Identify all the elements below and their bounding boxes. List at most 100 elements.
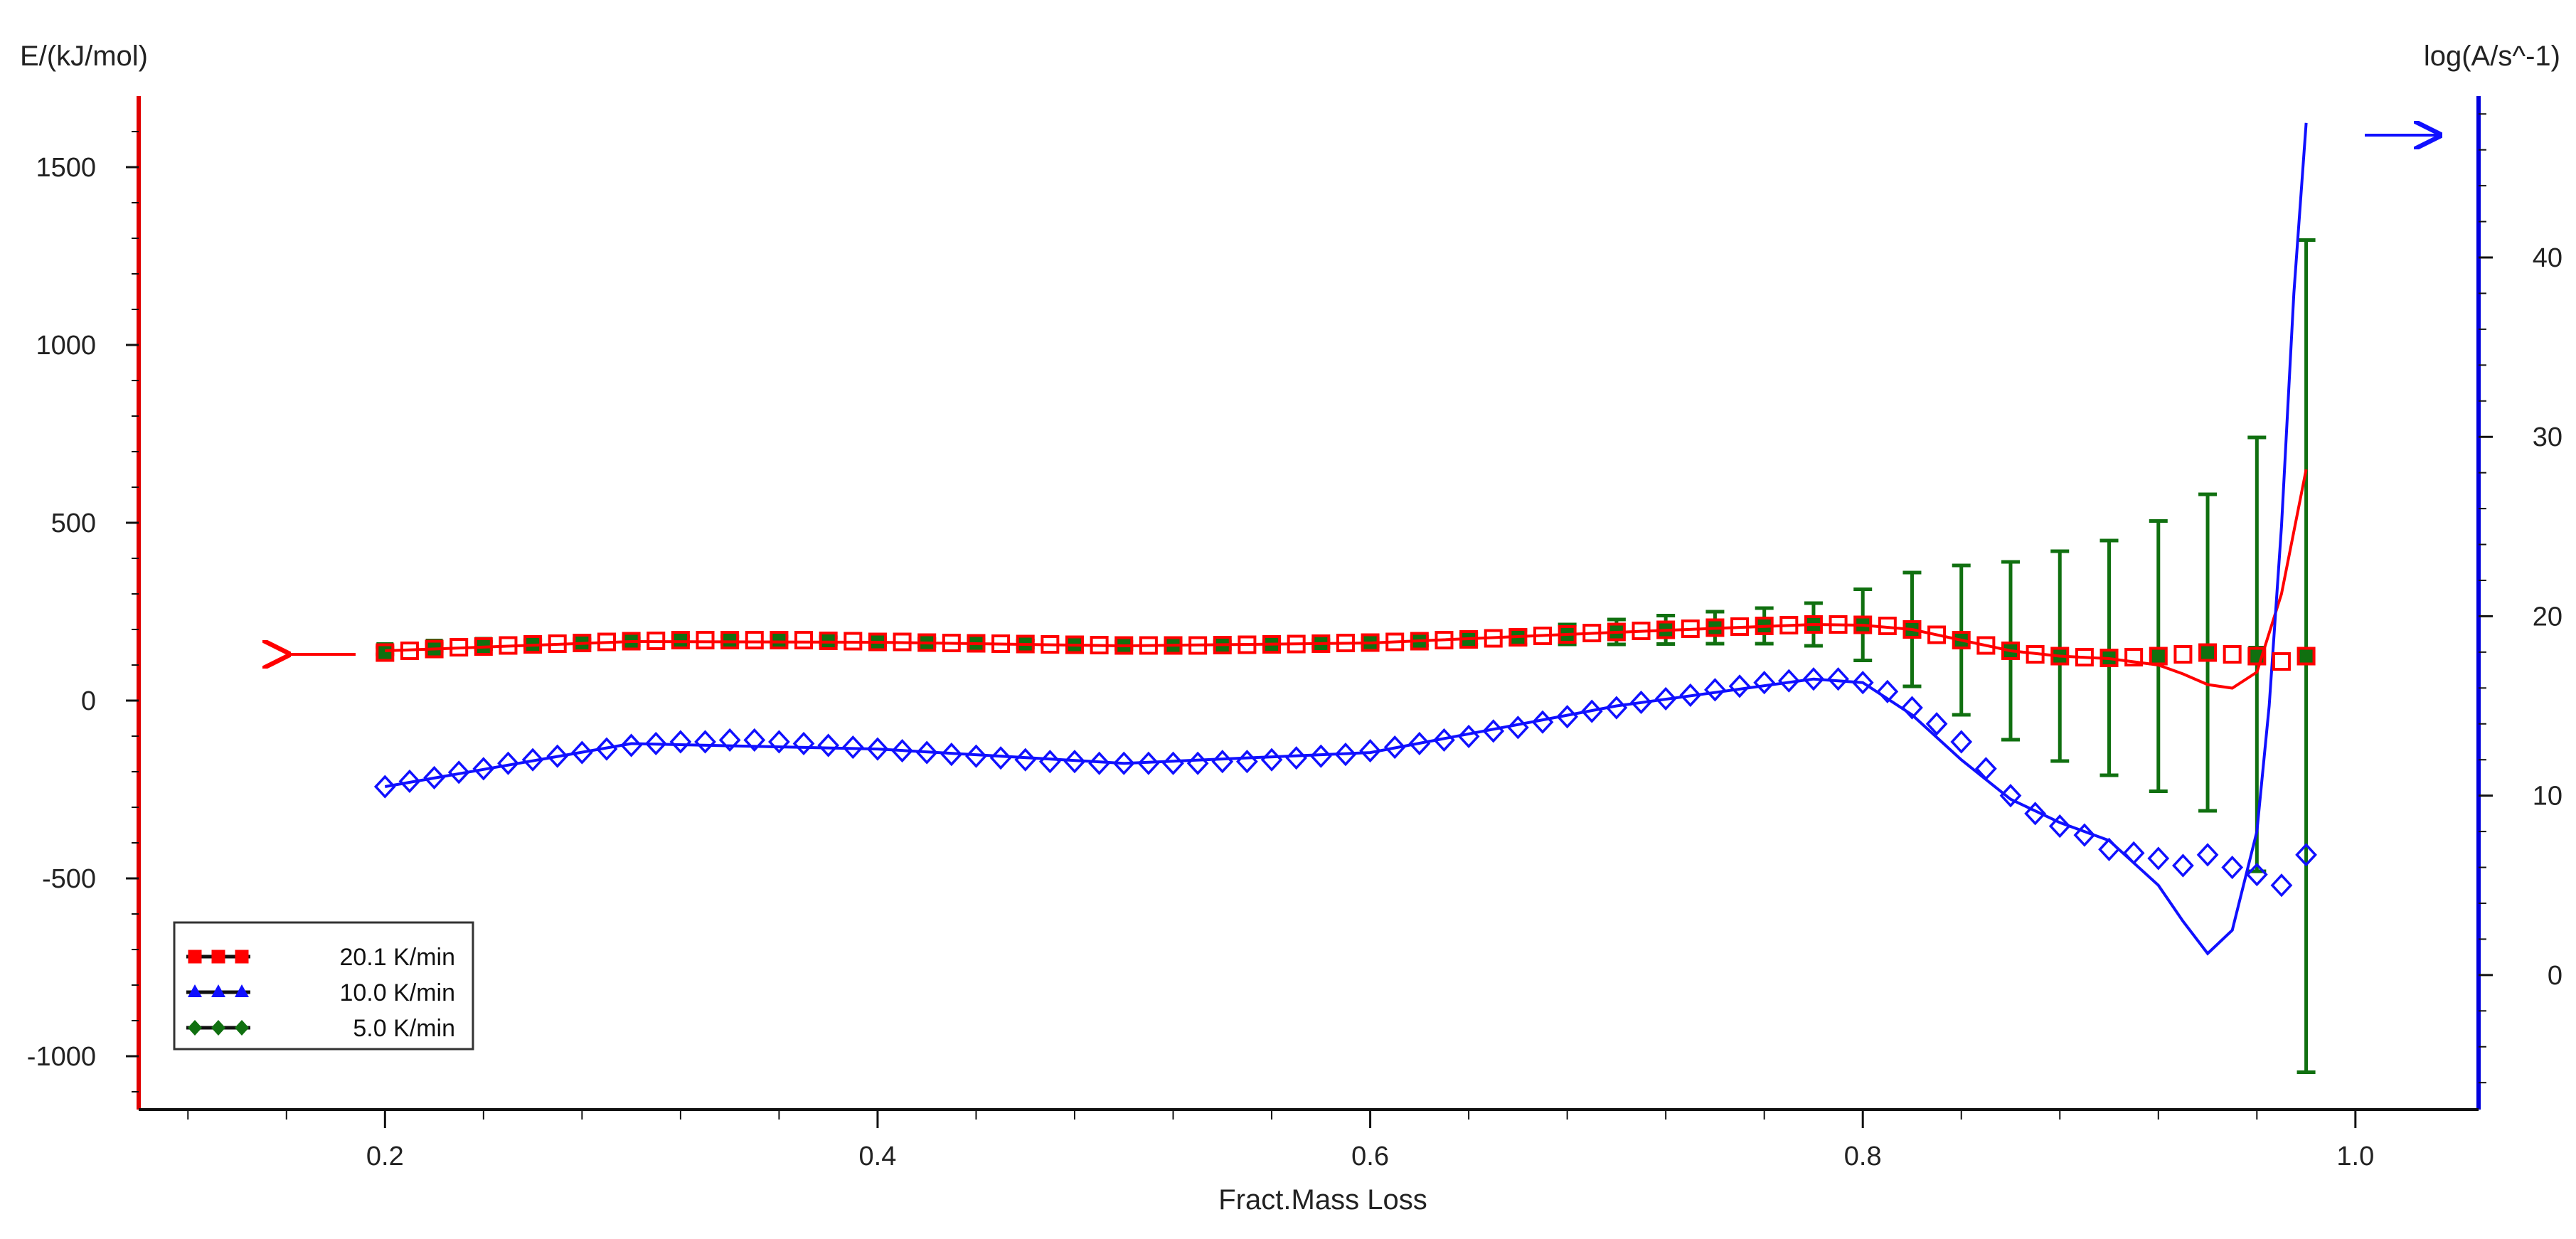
y-left-tick-label: -1000: [27, 1042, 96, 1072]
data-point-square: [1878, 617, 1897, 635]
data-point-diamond: [2122, 841, 2145, 865]
data-point-square: [991, 634, 1011, 653]
data-point-square: [1040, 635, 1060, 654]
fit-curves: [384, 122, 2308, 956]
data-point-diamond: [1974, 757, 1997, 781]
x-tick-label: 0.8: [1844, 1142, 1882, 1171]
data-point-diamond: [2172, 854, 2194, 878]
y-left-tick-label: 1000: [36, 331, 96, 361]
x-tick-label: 0.2: [366, 1142, 404, 1171]
data-point-diamond: [718, 728, 741, 753]
data-point-square: [622, 632, 641, 651]
data-point-diamond: [1654, 686, 1677, 711]
data-point-square: [720, 631, 740, 649]
data-point-diamond: [1309, 744, 1332, 768]
data-point-square: [1976, 636, 1996, 655]
data-point-diamond: [2073, 823, 2096, 847]
energy-points-20k: [376, 615, 2316, 671]
data-point-square: [770, 631, 789, 649]
data-point-square: [499, 636, 518, 655]
data-point-square: [2026, 645, 2045, 664]
data-point-square: [2050, 647, 2070, 666]
data-point-diamond: [1753, 671, 1776, 695]
errorbar-point: [2297, 647, 2315, 665]
legend-label-20k: 20.1 K/min: [339, 944, 455, 971]
data-point-diamond: [1088, 751, 1111, 775]
data-point-diamond: [1186, 751, 1209, 775]
data-point-diamond: [817, 733, 840, 757]
data-point-square: [2149, 647, 2168, 666]
data-point-square: [1681, 620, 1700, 638]
data-point-diamond: [1827, 667, 1849, 691]
x-axis-ticks: 0.2 0.4 0.6 0.8 1.0: [187, 1110, 2374, 1171]
data-point-diamond: [2147, 846, 2170, 871]
data-point-diamond: [792, 731, 815, 756]
data-point-square: [868, 632, 887, 652]
data-point-diamond: [940, 743, 963, 767]
legend-item-10k: 10.0 K/min: [186, 979, 455, 1006]
y-left-tick-label: 1500: [36, 153, 96, 183]
data-point-square: [1484, 629, 1503, 648]
data-point-diamond: [1260, 748, 1283, 772]
data-point-square: [548, 634, 567, 653]
data-point-diamond: [1408, 731, 1431, 756]
data-point-square: [1164, 636, 1183, 655]
data-point-diamond: [768, 730, 790, 754]
data-point-square: [1114, 636, 1134, 655]
data-point-diamond: [2270, 873, 2293, 898]
data-point-diamond: [1851, 671, 1874, 695]
errorbar-point: [770, 632, 788, 649]
y-right-tick-label: 0: [2548, 961, 2562, 991]
data-point-square: [449, 638, 469, 656]
data-point-square: [1311, 634, 1331, 653]
data-point-diamond: [2221, 855, 2244, 880]
data-point-diamond: [1211, 750, 1234, 774]
y-right-tick-label: 20: [2533, 602, 2562, 632]
data-point-diamond: [2196, 843, 2219, 867]
data-point-diamond: [1285, 746, 1308, 770]
data-point-diamond: [1531, 710, 1554, 734]
left-y-axis-ticks: -1000 -500 0 500 1000 1500: [27, 131, 139, 1092]
right-y-axis-ticks: 0 10 20 30 40: [2479, 113, 2562, 1084]
logA-points-10k: [373, 667, 2317, 898]
data-point-diamond: [965, 744, 987, 768]
data-point-square: [1656, 620, 1676, 639]
right-y-axis-title: log(A/s^-1): [2424, 41, 2560, 72]
data-point-diamond: [2098, 837, 2120, 861]
data-point-diamond: [1383, 735, 1406, 760]
data-point-square: [376, 643, 395, 662]
data-point-diamond: [1999, 784, 2022, 808]
data-point-diamond: [1457, 724, 1480, 748]
y-left-tick-label: -500: [42, 864, 96, 894]
data-point-square: [597, 632, 616, 652]
data-point-diamond: [915, 740, 938, 765]
data-point-square: [2247, 647, 2267, 666]
data-point-square: [1435, 631, 1454, 649]
data-point-diamond: [1950, 730, 1973, 754]
data-point-square: [1213, 636, 1232, 654]
data-point-square: [2099, 649, 2119, 667]
data-point-diamond: [841, 735, 864, 760]
data-point-diamond: [373, 775, 396, 799]
errorbar-point: [671, 632, 689, 649]
data-point-square: [671, 631, 690, 649]
data-point-square: [819, 632, 838, 650]
data-point-diamond: [595, 737, 618, 761]
data-point-square: [646, 632, 666, 650]
data-point-diamond: [1556, 705, 1579, 729]
legend-label-5k: 5.0 K/min: [353, 1015, 455, 1042]
data-point-square: [1188, 636, 1208, 655]
data-point-diamond: [398, 769, 421, 794]
data-point-square: [573, 634, 592, 652]
data-point-diamond: [1038, 750, 1061, 774]
x-tick-label: 0.6: [1351, 1142, 1389, 1171]
data-point-diamond: [1334, 743, 1357, 767]
data-point-square: [745, 631, 764, 649]
data-point-diamond: [2245, 863, 2268, 887]
data-point-diamond: [1925, 712, 1948, 736]
x-axis-title: Fract.Mass Loss: [1218, 1184, 1427, 1216]
data-point-diamond: [1704, 678, 1726, 702]
data-point-square: [1829, 615, 1848, 634]
